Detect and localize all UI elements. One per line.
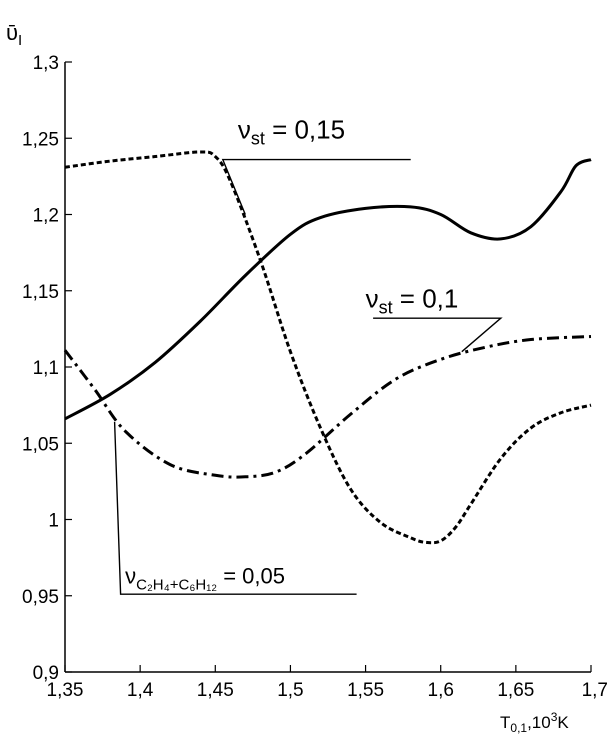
annotation-leader-line bbox=[373, 317, 503, 353]
annotation-label-rest: = 0,1 bbox=[393, 284, 459, 314]
x-tick-label: 1,7 bbox=[582, 680, 608, 701]
y-axis-label-base: ῡ bbox=[6, 20, 18, 45]
y-ticks: 0,9 0,95 1 1,05 1,1 1,15 1,2 1,25 1,3 bbox=[22, 53, 72, 684]
annotation-leader-line bbox=[113, 421, 357, 595]
y-tick-label: 1,1 bbox=[33, 358, 59, 379]
annotation-label-base: ν bbox=[366, 284, 379, 314]
annotation-label-rest: = 0,05 bbox=[217, 564, 285, 589]
series-line-solid bbox=[64, 158, 592, 421]
y-axis-label-sub: I bbox=[18, 32, 22, 49]
y-tick-label: 0,9 bbox=[33, 663, 59, 684]
y-axis-label: ῡI bbox=[6, 20, 22, 49]
annotation-leader-line bbox=[221, 158, 411, 215]
x-tick-label: 1,55 bbox=[347, 680, 384, 701]
x-tick-label: 1,45 bbox=[197, 680, 234, 701]
x-ticks: 1,35 1,4 1,45 1,5 1,55 1,6 1,65 1,7 bbox=[47, 665, 608, 701]
y-tick-label: 1,25 bbox=[22, 129, 59, 150]
series-line-dashed bbox=[64, 150, 592, 545]
x-tick-label: 1,6 bbox=[428, 680, 454, 701]
x-tick-label: 1,65 bbox=[497, 680, 534, 701]
series-layer bbox=[63, 150, 592, 545]
annotation-label-base: ν bbox=[125, 564, 136, 589]
x-tick-label: 1,35 bbox=[47, 680, 84, 701]
series-line-dashdot bbox=[63, 335, 592, 479]
x-axis-label-unit: K bbox=[557, 713, 569, 732]
x-axis-label-base: T bbox=[500, 713, 510, 732]
annotation-label-sub: st bbox=[379, 298, 393, 318]
x-tick-label: 1,5 bbox=[277, 680, 303, 701]
annotation-label-rest: = 0,15 bbox=[265, 114, 345, 144]
y-tick-label: 1 bbox=[48, 511, 59, 532]
annotation-label-sub: st bbox=[251, 128, 265, 148]
x-axis-label: T0,1,103K bbox=[500, 710, 569, 735]
annotation-label-sub: C₂H₄+C₆H₁₂ bbox=[136, 577, 217, 594]
y-tick-label: 0,95 bbox=[22, 587, 59, 608]
y-tick-label: 1,15 bbox=[22, 282, 59, 303]
y-tick-label: 1,05 bbox=[22, 434, 59, 455]
y-tick-label: 1,2 bbox=[33, 206, 59, 227]
annotation-label: νC₂H₄+C₆H₁₂ = 0,05 bbox=[125, 564, 285, 594]
x-axis-label-sub: 0,1 bbox=[510, 721, 527, 735]
annotation-label: νst = 0,15 bbox=[238, 114, 345, 148]
annotation-label: νst = 0,1 bbox=[366, 284, 459, 318]
x-axis-label-mid: ,10 bbox=[527, 713, 551, 732]
x-tick-label: 1,4 bbox=[127, 680, 154, 701]
annotation-label-base: ν bbox=[238, 114, 251, 144]
y-tick-label: 1,3 bbox=[33, 53, 59, 74]
x-axis-label-sup: 3 bbox=[551, 710, 558, 724]
